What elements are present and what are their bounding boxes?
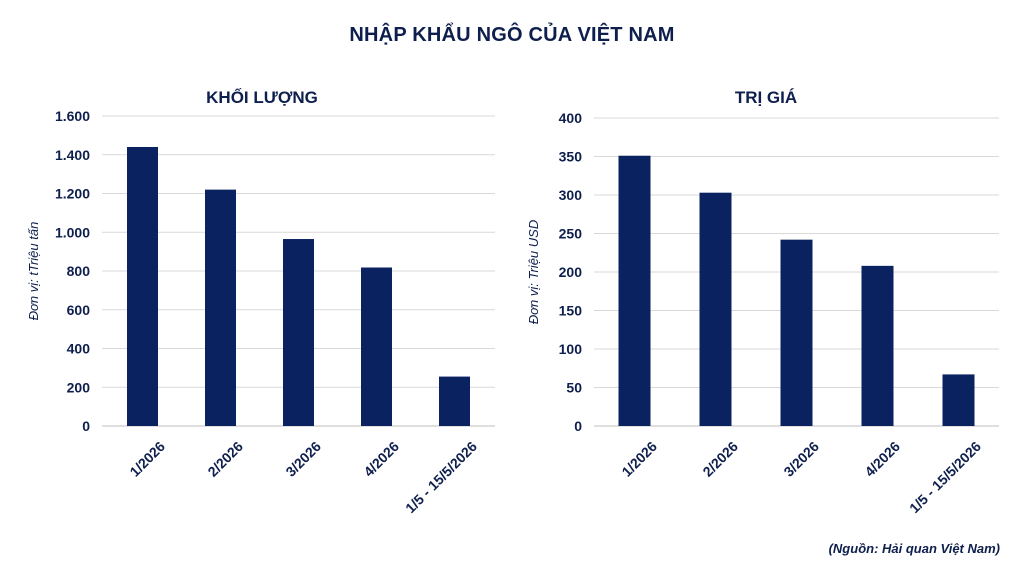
x-tick-label: 3/2026: [282, 438, 324, 480]
y-tick-label: 1.600: [55, 108, 90, 124]
source-note: (Nguồn: Hải quan Việt Nam): [828, 541, 1000, 556]
y-tick-label: 0: [82, 418, 90, 434]
y-tick-label: 400: [67, 341, 91, 357]
x-tick-label: 1/5 - 15/5/2026: [402, 438, 480, 516]
y-tick-label: 100: [559, 341, 583, 357]
x-tick-label: 3/2026: [780, 438, 822, 480]
y-tick-label: 50: [566, 380, 582, 396]
chart-value: TRỊ GIÁ Đơn vị: Triệu USD 0 50 100 150 200 250 3…: [526, 88, 999, 516]
bar-value: [942, 374, 975, 426]
y-axis-label-value: Đơn vị: Triệu USD: [526, 220, 541, 324]
y-tick-label: 200: [559, 264, 583, 280]
y-tick-label: 1.000: [55, 224, 90, 240]
y-tick-label: 150: [559, 303, 583, 319]
y-tick-label: 1.200: [55, 186, 90, 202]
x-tick-label: 2/2026: [204, 438, 246, 480]
bar-volume: [283, 239, 314, 426]
bar-volume: [439, 376, 470, 426]
y-tick-label: 800: [67, 263, 91, 279]
bar-volume: [361, 267, 392, 426]
y-tick-label: 600: [67, 302, 91, 318]
x-tick-label: 1/2026: [126, 438, 168, 480]
chart-title-value: TRỊ GIÁ: [735, 88, 797, 107]
x-tick-label: 4/2026: [861, 438, 903, 480]
x-tick-label: 1/5 - 15/5/2026: [906, 438, 984, 516]
bar-value: [699, 192, 732, 426]
y-tick-label: 0: [574, 418, 582, 434]
bar-volume: [205, 189, 236, 426]
x-tick-label: 1/2026: [618, 438, 660, 480]
bar-value: [618, 155, 651, 427]
y-tick-label: 300: [559, 187, 583, 203]
y-tick-label: 1.400: [55, 147, 90, 163]
y-tick-label: 350: [559, 149, 583, 165]
chart-volume: KHỐI LƯỢNG Đơn vị: tTriệu tấn 0 200 400 600 80…: [26, 87, 495, 516]
chart-title-volume: KHỐI LƯỢNG: [206, 87, 318, 107]
x-tick-label: 4/2026: [360, 438, 402, 480]
y-axis-label-volume: Đơn vị: tTriệu tấn: [26, 222, 41, 321]
bar-value: [861, 265, 894, 426]
y-tick-label: 400: [559, 110, 583, 126]
x-tick-label: 2/2026: [699, 438, 741, 480]
y-tick-label: 250: [559, 226, 583, 242]
bar-value: [780, 239, 813, 426]
bar-volume: [127, 147, 158, 426]
page-title: NHẬP KHẨU NGÔ CỦA VIỆT NAM: [349, 24, 675, 46]
y-tick-label: 200: [67, 379, 91, 395]
